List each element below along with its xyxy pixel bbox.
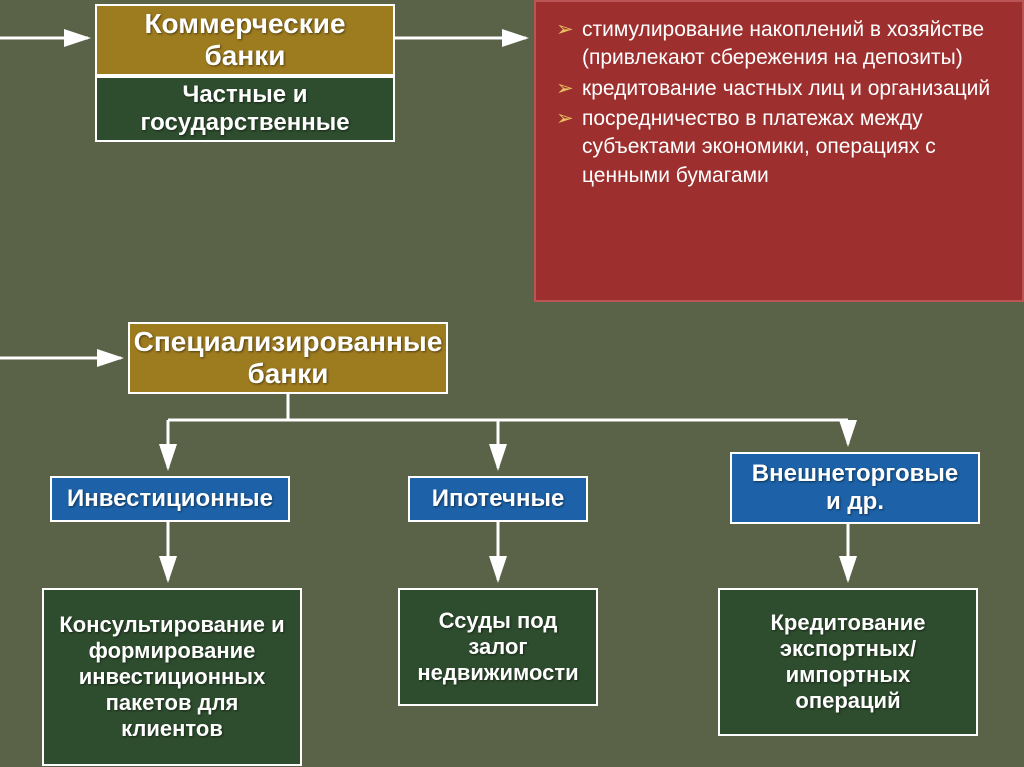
node-loans: Ссуды под залог недвижимости: [398, 588, 598, 706]
node-label: Инвестиционные: [67, 485, 273, 513]
node-label: Частные и государственные: [107, 81, 383, 137]
node-consulting: Консультирование и формирование инвестиц…: [42, 588, 302, 766]
functions-panel: стимулирование накоплений в хозяйстве (п…: [534, 0, 1024, 302]
node-label: Коммерческие банки: [107, 8, 383, 72]
node-mortgage: Ипотечные: [408, 476, 588, 522]
node-label: Кредитование экспортных/ импортных опера…: [730, 610, 966, 714]
node-investment: Инвестиционные: [50, 476, 290, 522]
node-label: Специализированные банки: [134, 326, 443, 390]
node-label: Консультирование и формирование инвестиц…: [54, 612, 290, 742]
node-foreign-trade: Внешнеторговые и др.: [730, 452, 980, 524]
node-label: Внешнеторговые и др.: [742, 460, 968, 516]
function-item: стимулирование накоплений в хозяйстве (п…: [556, 16, 1006, 73]
node-commercial-banks: Коммерческие банки: [95, 4, 395, 76]
node-label: Ссуды под залог недвижимости: [410, 608, 586, 686]
node-lending: Кредитование экспортных/ импортных опера…: [718, 588, 978, 736]
node-private-state: Частные и государственные: [95, 76, 395, 142]
function-item: кредитование частных лиц и организаций: [556, 75, 1006, 103]
node-specialized-banks: Специализированные банки: [128, 322, 448, 394]
function-item: посредничество в платежах между субъекта…: [556, 105, 1006, 190]
node-label: Ипотечные: [432, 485, 565, 513]
